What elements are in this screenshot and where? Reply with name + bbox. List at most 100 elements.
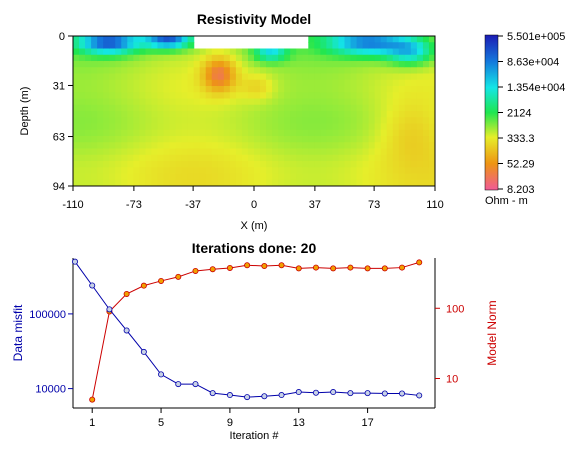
heatmap-cell	[338, 136, 346, 143]
heatmap-cell	[404, 136, 412, 143]
heatmap-cell	[254, 98, 261, 106]
heatmap-cell	[278, 161, 285, 168]
heatmap-cell	[205, 86, 213, 93]
heatmap-cell	[157, 179, 165, 186]
heatmap-cell	[193, 123, 201, 131]
heatmap-cell	[362, 161, 370, 168]
heatmap-cell	[374, 42, 382, 50]
heatmap-cell	[338, 129, 346, 137]
heatmap-cell	[217, 67, 225, 75]
heatmap-cell	[127, 129, 134, 137]
heatmap-cell	[368, 67, 376, 75]
heatmap-cell	[368, 48, 376, 56]
heatmap-cell	[254, 111, 261, 118]
heatmap-cell	[229, 98, 237, 106]
heatmap-cell	[115, 154, 122, 162]
heatmap-cell	[380, 154, 388, 162]
heatmap-cell	[103, 48, 110, 56]
heatmap-cell	[205, 61, 213, 68]
series-point	[72, 258, 79, 265]
heatmap-cell	[332, 136, 340, 143]
heatmap-cell	[314, 98, 321, 106]
heatmap-cell	[416, 104, 424, 112]
heatmap-cell	[290, 154, 297, 162]
heatmap-cell	[308, 154, 315, 162]
heatmap-cell	[229, 111, 237, 118]
heatmap-cell	[103, 86, 110, 93]
heatmap-cell	[145, 79, 153, 87]
heatmap-cell	[404, 123, 412, 131]
heatmap-cell	[392, 136, 400, 143]
series-point	[312, 389, 319, 396]
heatmap-cell	[338, 67, 346, 75]
heatmap-cell	[121, 98, 128, 106]
heatmap-cell	[314, 42, 321, 50]
heatmap-cell	[79, 136, 86, 143]
heatmap-cell	[344, 104, 352, 112]
heatmap-cell	[205, 98, 213, 106]
heatmap-cell	[302, 136, 309, 143]
heatmap-cell	[398, 67, 406, 75]
heatmap-cell	[151, 154, 159, 162]
series-point	[261, 393, 268, 400]
heatmap-cell	[350, 173, 358, 181]
heatmap-cell	[254, 86, 261, 93]
heatmap-cell	[187, 61, 195, 68]
heatmap-cell	[344, 154, 352, 162]
heatmap-cell	[260, 73, 267, 81]
heatmap-cell	[368, 92, 376, 100]
heatmap-cell	[211, 142, 219, 150]
heatmap-cell	[374, 117, 382, 125]
heatmap-cell	[157, 117, 165, 125]
heatmap-cell	[91, 148, 98, 156]
heatmap-cell	[302, 148, 309, 156]
heatmap-cell	[284, 117, 291, 125]
heatmap-cell	[181, 161, 189, 168]
heatmap-cell	[127, 154, 134, 162]
heatmap-cell	[386, 61, 394, 68]
heatmap-cell	[416, 129, 424, 137]
series-point	[312, 264, 319, 271]
heatmap-cell	[368, 104, 376, 112]
heatmap-cell	[332, 104, 340, 112]
heatmap-cell	[175, 86, 183, 93]
heatmap-cell	[386, 54, 394, 62]
heatmap-cell	[217, 73, 225, 81]
heatmap-cell	[362, 86, 370, 93]
heatmap-cell	[103, 67, 110, 75]
heatmap-cell	[398, 179, 406, 186]
heatmap-cell	[356, 154, 364, 162]
heatmap-cell	[332, 73, 340, 81]
heatmap-cell	[266, 148, 273, 156]
heatmap-cell	[121, 79, 128, 87]
heatmap-cell	[85, 154, 92, 162]
heatmap-cell	[247, 154, 255, 162]
heatmap-cell	[241, 92, 249, 100]
heatmap-cell	[320, 173, 327, 181]
heatmap-cell	[272, 129, 279, 137]
heatmap-cell	[157, 148, 165, 156]
heatmap-cell	[392, 98, 400, 106]
heatmap-cell	[272, 86, 279, 93]
heatmap-cell	[296, 129, 303, 137]
heatmap-cell	[278, 73, 285, 81]
heatmap-cell	[362, 73, 370, 81]
heatmap-cell	[296, 79, 303, 87]
heatmap-cell	[145, 173, 153, 181]
heatmap-cell	[235, 179, 243, 186]
heatmap-cell	[320, 42, 327, 50]
heatmap-cell	[344, 167, 352, 175]
heatmap-cell	[404, 67, 412, 75]
heatmap-cell	[109, 179, 116, 186]
series-point	[140, 348, 147, 355]
heatmap-cell	[175, 148, 183, 156]
heatmap-cell	[187, 123, 195, 131]
heatmap-cell	[386, 98, 394, 106]
heatmap-cell	[410, 86, 418, 93]
heatmap-cell	[428, 86, 435, 93]
heatmap-cell	[127, 167, 134, 175]
heatmap-cell	[260, 67, 267, 75]
heatmap-cell	[127, 79, 134, 87]
heatmap-cell	[133, 54, 140, 62]
heatmap-cell	[260, 173, 267, 181]
